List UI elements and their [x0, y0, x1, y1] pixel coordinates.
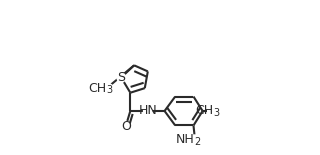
Text: 3: 3: [106, 85, 112, 95]
Text: 3: 3: [213, 108, 220, 118]
Text: HN: HN: [139, 104, 157, 117]
Text: CH: CH: [88, 82, 106, 95]
Text: 2: 2: [194, 137, 201, 147]
Text: O: O: [121, 120, 131, 133]
Ellipse shape: [117, 73, 125, 82]
Text: S: S: [117, 71, 125, 84]
Ellipse shape: [122, 121, 130, 131]
Ellipse shape: [188, 135, 201, 145]
Ellipse shape: [144, 106, 152, 116]
Ellipse shape: [100, 83, 113, 93]
Text: CH: CH: [195, 104, 213, 117]
Text: NH: NH: [175, 133, 194, 146]
Ellipse shape: [208, 106, 220, 116]
